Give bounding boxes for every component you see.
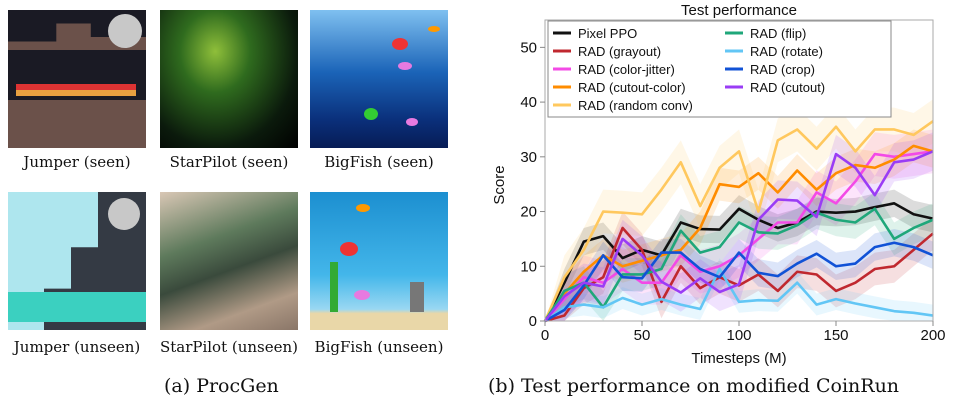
series-line-6 bbox=[544, 267, 934, 323]
series-line-3 bbox=[543, 144, 934, 322]
legend-label: RAD (grayout) bbox=[578, 44, 661, 59]
band-4 bbox=[545, 99, 933, 321]
band-2 bbox=[545, 129, 933, 321]
legend-label: RAD (cutout) bbox=[750, 80, 825, 95]
caption-jumper-unseen: Jumper (unseen) bbox=[13, 338, 141, 356]
legend-label: RAD (random conv) bbox=[578, 98, 693, 113]
x-tick-label: 200 bbox=[920, 327, 945, 344]
y-tick-label: 50 bbox=[520, 39, 537, 56]
caption-jumper-seen: Jumper (seen) bbox=[23, 153, 131, 171]
test-performance-chart: Test performance Timesteps (M) Score 0 10… bbox=[491, 2, 946, 367]
x-tick-label: 150 bbox=[823, 327, 848, 344]
y-tick-label: 20 bbox=[520, 204, 537, 221]
legend-label: Pixel PPO bbox=[578, 26, 637, 41]
legend-label: RAD (cutout-color) bbox=[578, 80, 686, 95]
series-line-7 bbox=[544, 241, 934, 323]
starpilot-unseen-image bbox=[160, 192, 298, 330]
legend-label: RAD (crop) bbox=[750, 62, 815, 77]
caption-bigfish-unseen: BigFish (unseen) bbox=[314, 338, 444, 356]
bigfish-unseen-image bbox=[310, 192, 448, 330]
bigfish-seen-image bbox=[310, 10, 448, 148]
caption-bigfish-seen: BigFish (seen) bbox=[324, 153, 434, 171]
jumper-seen-image bbox=[8, 10, 146, 148]
band-5 bbox=[545, 192, 933, 321]
y-tick-label: 40 bbox=[520, 94, 537, 111]
band-1 bbox=[545, 211, 933, 321]
x-tick-label: 50 bbox=[634, 327, 651, 344]
x-tick-label: 0 bbox=[541, 327, 549, 344]
subcaption-a: (a) ProcGen bbox=[164, 375, 279, 397]
legend-label: RAD (color-jitter) bbox=[578, 62, 675, 77]
jumper-unseen-image bbox=[8, 192, 146, 330]
x-axis-label: Timesteps (M) bbox=[691, 350, 786, 367]
series-line-4 bbox=[543, 120, 934, 322]
chart-title: Test performance bbox=[681, 2, 797, 19]
legend-label: RAD (rotate) bbox=[750, 44, 823, 59]
series-line-5 bbox=[543, 207, 934, 322]
y-tick-label: 10 bbox=[520, 258, 537, 275]
caption-starpilot-unseen: StarPilot (unseen) bbox=[159, 338, 299, 356]
legend-label: RAD (flip) bbox=[750, 26, 806, 41]
y-axis-label: Score bbox=[491, 165, 508, 204]
series-line-2 bbox=[544, 150, 934, 322]
legend-box bbox=[547, 20, 892, 118]
y-tick-label: 0 bbox=[529, 313, 537, 330]
series-line-8 bbox=[543, 150, 934, 322]
band-3 bbox=[545, 129, 933, 321]
y-tick-label: 30 bbox=[520, 149, 537, 166]
band-0 bbox=[545, 189, 933, 321]
series-line-0 bbox=[543, 202, 934, 322]
subcaption-b: (b) Test performance on modified CoinRun bbox=[488, 375, 900, 397]
starpilot-seen-image bbox=[160, 10, 298, 148]
caption-starpilot-seen: StarPilot (seen) bbox=[169, 153, 289, 171]
x-tick-label: 100 bbox=[726, 327, 751, 344]
